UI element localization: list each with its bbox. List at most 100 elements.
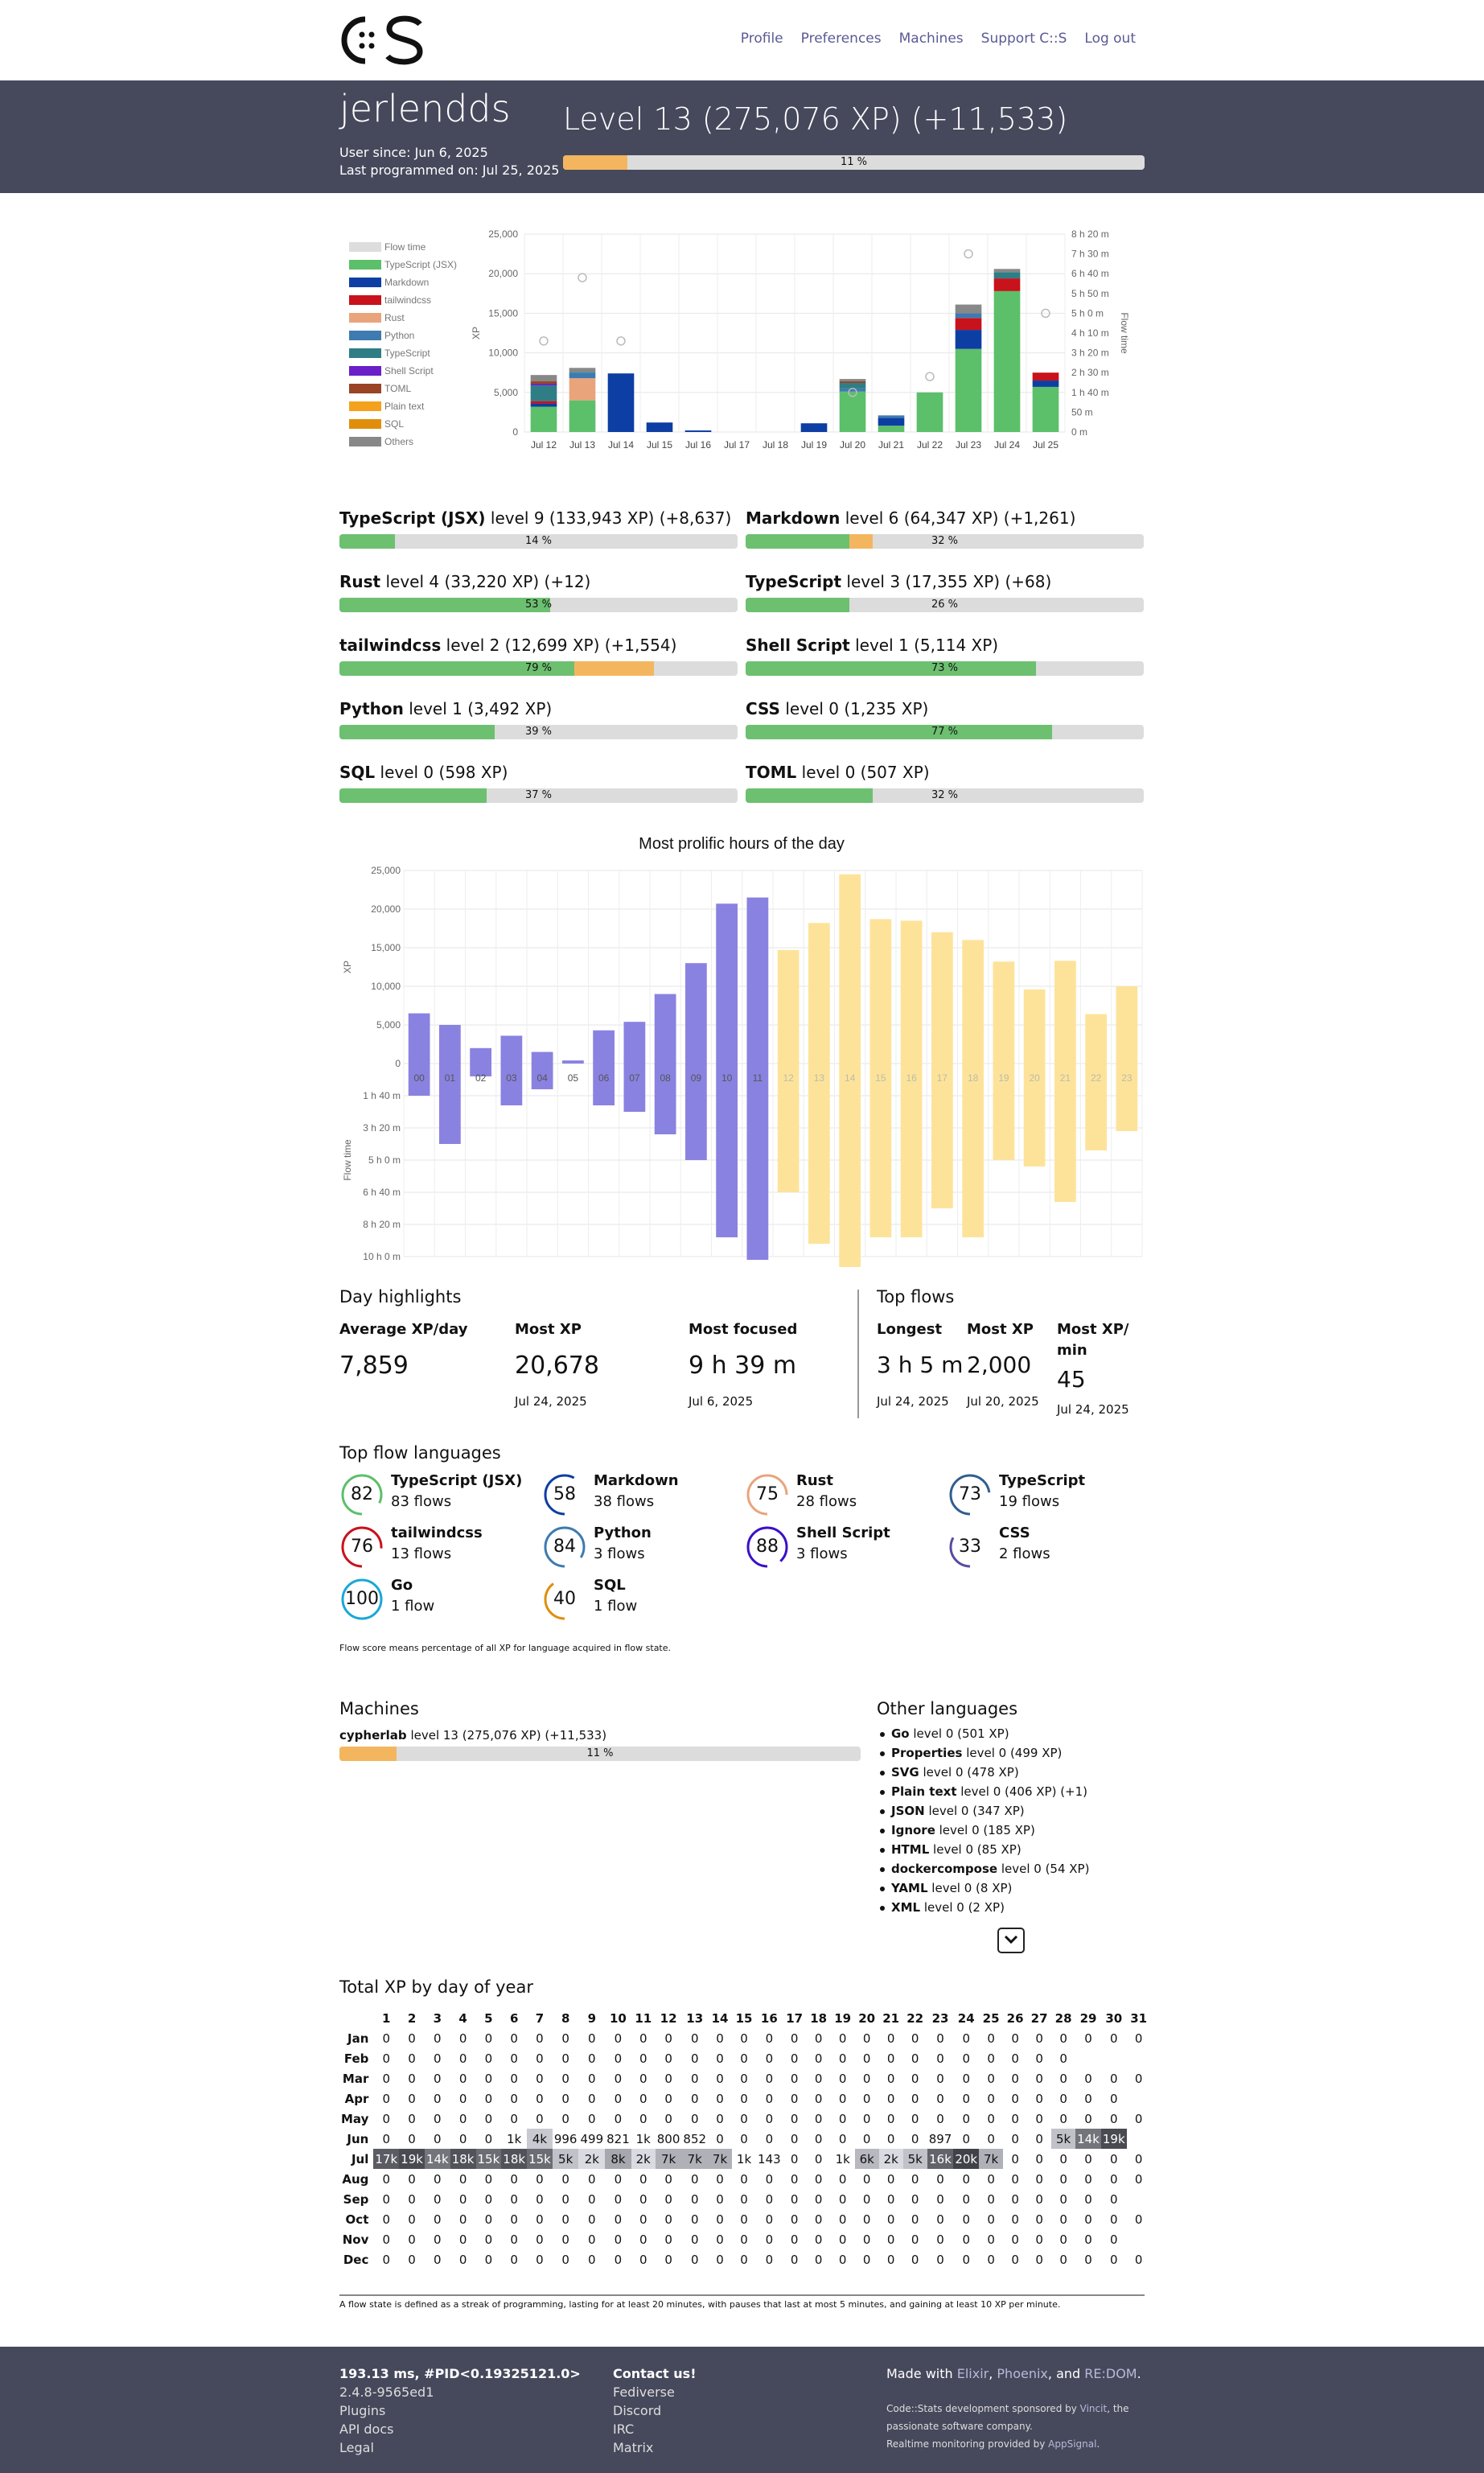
bar-segment: [1032, 381, 1059, 387]
nav-profile-link[interactable]: Profile: [740, 31, 783, 47]
month-row: Oct 0 0 0 0 0 0 0 0 0 0 0 0 0 0 0 0 0 0 0 0 0 0 0 0 0 0 0 0 0 0 0: [339, 2209, 1151, 2229]
day-cell: 0: [536, 2252, 544, 2267]
day-cell: 0: [886, 2091, 895, 2106]
legal-link[interactable]: Legal: [339, 2440, 374, 2455]
day-cell: 0: [1011, 2051, 1019, 2066]
flow-score-arc: [544, 1474, 586, 1516]
day-cell: 0: [458, 2191, 467, 2207]
language-name: CSS: [746, 699, 780, 718]
day-cell: 0: [962, 2171, 970, 2187]
xp-bar: [869, 919, 892, 1064]
day-cell: 0: [1035, 2171, 1043, 2187]
x-tick-label: Jul 19: [801, 439, 827, 451]
x-tick-label: 22: [1091, 1072, 1102, 1084]
elixir-link[interactable]: Elixir: [956, 2366, 989, 2381]
day-cell: 0: [458, 2091, 467, 2106]
y2-axis-label: Flow time: [342, 1139, 353, 1181]
footer: 193.13 ms, #PID<0.19325121.0> 2.4.8-9565…: [0, 2347, 1484, 2473]
day-cell: 0: [614, 2232, 623, 2247]
day-cell: 0: [561, 2051, 569, 2066]
day-cell: 7k: [655, 2149, 682, 2169]
y2-tick-label: 5 h 50 m: [1071, 288, 1109, 299]
day-cell: 0: [911, 2171, 919, 2187]
y2-tick-label: 2 h 30 m: [1071, 367, 1109, 378]
flow-time-bar: [900, 1064, 923, 1237]
appsignal-link[interactable]: AppSignal: [1048, 2438, 1097, 2450]
day-cell: 0: [664, 2171, 672, 2187]
flow-xp-per-min-date: Jul 24, 2025: [1057, 1402, 1129, 1417]
day-cell: 0: [862, 2191, 871, 2207]
nav-logout-link[interactable]: Log out: [1084, 31, 1136, 47]
day-cell: 0: [1110, 2191, 1118, 2207]
x-tick-label: 09: [691, 1072, 702, 1084]
flow-score: 33: [959, 1537, 981, 1557]
api-docs-link[interactable]: API docs: [339, 2422, 394, 2437]
day-header: 10: [610, 2010, 627, 2026]
day-cell: 0: [382, 2131, 391, 2146]
redom-link[interactable]: RE:DOM: [1084, 2366, 1137, 2381]
y-axis-label: XP: [471, 327, 482, 339]
nav-machines-link[interactable]: Machines: [898, 31, 964, 47]
most-xp-label: Most XP: [515, 1321, 582, 1338]
legend-swatch: [349, 384, 381, 393]
bar-segment: [530, 383, 557, 385]
day-cell: 2k: [878, 2149, 903, 2169]
day-cell: 0: [1035, 2071, 1043, 2086]
flow-time-bar: [839, 1064, 861, 1267]
other-language-level: level 0 (185 XP): [935, 1823, 1035, 1837]
progress-text: 32 %: [931, 535, 959, 547]
day-cell: 0: [962, 2051, 970, 2066]
month-label: Oct: [345, 2212, 369, 2227]
month-label: Jul: [351, 2151, 369, 2166]
code-stats-logo[interactable]: [339, 11, 428, 68]
plugins-link[interactable]: Plugins: [339, 2403, 386, 2418]
day-cell: 0: [790, 2252, 799, 2267]
xp-bar: [931, 932, 953, 1064]
day-cell: 0: [1110, 2091, 1118, 2106]
day-header: 19: [834, 2010, 852, 2026]
nav-support-link[interactable]: Support C::S: [980, 31, 1067, 47]
y-tick-label: 10,000: [488, 348, 518, 359]
vincit-link[interactable]: Vincit: [1079, 2403, 1108, 2414]
day-cell: 0: [886, 2191, 895, 2207]
fediverse-link[interactable]: Fediverse: [613, 2385, 675, 2400]
month-label: May: [341, 2111, 369, 2126]
y2-axis-label: Flow time: [1119, 312, 1130, 354]
month-label: Nov: [342, 2232, 369, 2247]
day-cell: 0: [1110, 2111, 1118, 2126]
language-level-text: level 2 (12,699 XP) (+1,554): [441, 636, 677, 655]
day-cell: 0: [588, 2252, 596, 2267]
day-cell: 0: [1134, 2151, 1143, 2166]
day-cell: 0: [862, 2031, 871, 2046]
phoenix-link[interactable]: Phoenix: [997, 2366, 1048, 2381]
day-cell: 0: [886, 2051, 895, 2066]
day-cell: 0: [1059, 2071, 1067, 2086]
day-cell: 0: [561, 2071, 569, 2086]
expand-button[interactable]: [997, 1928, 1025, 1953]
flow-time-bar: [1085, 1064, 1108, 1150]
flow-time-bar: [746, 1064, 769, 1260]
discord-link[interactable]: Discord: [613, 2403, 662, 2418]
day-cell: 0: [862, 2131, 871, 2146]
language-level-text: level 4 (33,220 XP) (+12): [380, 572, 591, 591]
day-cell: 0: [434, 2212, 442, 2227]
machine-name[interactable]: cypherlab: [339, 1728, 407, 1743]
irc-link[interactable]: IRC: [613, 2422, 635, 2437]
day-cell: 0: [1035, 2252, 1043, 2267]
day-cell: 0: [987, 2191, 995, 2207]
day-cell: 0: [838, 2212, 847, 2227]
nav-preferences-link[interactable]: Preferences: [800, 31, 882, 47]
flow-language-name: TypeScript: [999, 1472, 1086, 1489]
month-label: Jan: [347, 2031, 369, 2046]
day-cell: 0: [740, 2131, 748, 2146]
day-cell: 0: [936, 2171, 944, 2187]
flow-xp-per-min-label: Most XP/: [1057, 1321, 1129, 1338]
day-cell: 0: [1011, 2232, 1019, 2247]
flow-language-name: TypeScript (JSX): [391, 1472, 523, 1489]
flow-time-bar: [438, 1064, 461, 1144]
day-cell: 0: [740, 2031, 748, 2046]
matrix-link[interactable]: Matrix: [613, 2440, 654, 2455]
y-tick-label: 20,000: [488, 268, 518, 279]
day-cell: 0: [765, 2131, 774, 2146]
day-cell: 0: [614, 2111, 623, 2126]
